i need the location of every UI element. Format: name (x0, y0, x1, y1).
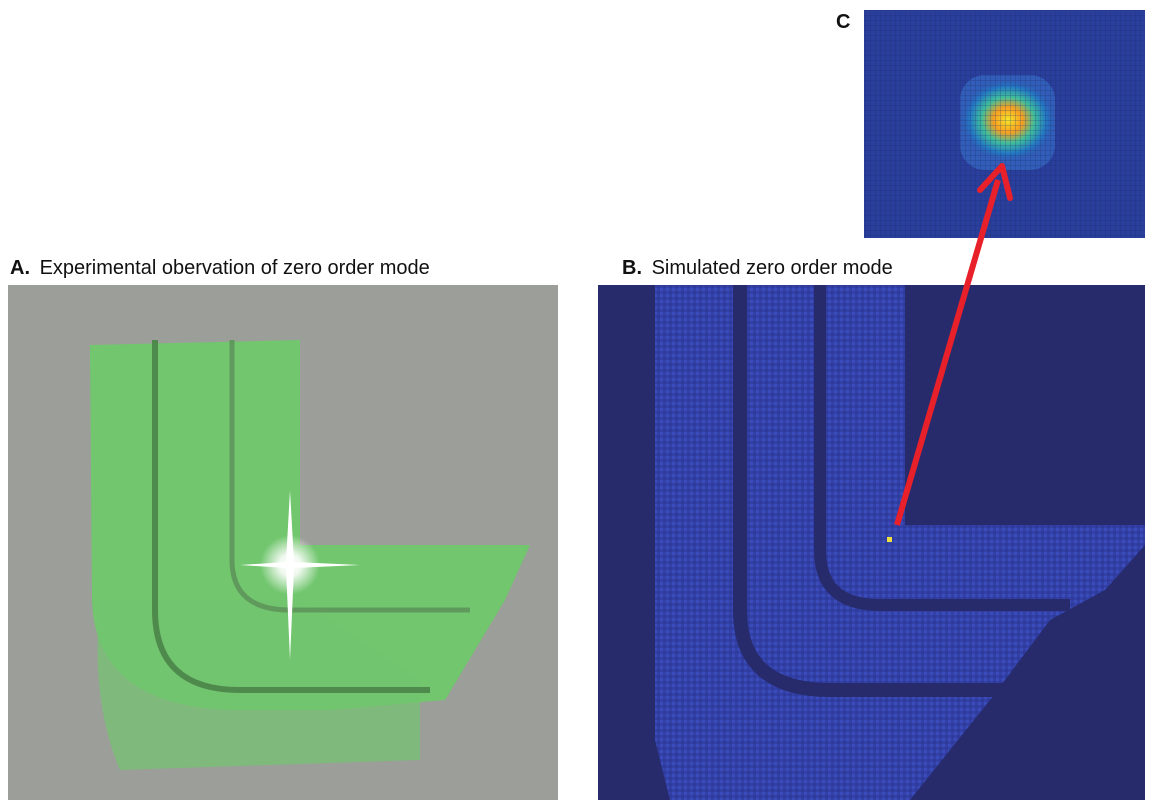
panel-a-label: A. Experimental obervation of zero order… (10, 257, 430, 279)
panel-b-label: B. Simulated zero order mode (622, 257, 893, 279)
panel-letter: B. (622, 257, 642, 279)
panel-b-image (598, 285, 1145, 800)
panel-letter: A. (10, 257, 30, 279)
panel-a-image (8, 285, 558, 800)
panel-caption: Experimental obervation of zero order mo… (40, 257, 430, 279)
figure: A. Experimental obervation of zero order… (0, 0, 1153, 800)
panel-caption: Simulated zero order mode (652, 257, 893, 279)
panel-letter: C (836, 11, 850, 33)
panel-c-image (864, 10, 1145, 238)
